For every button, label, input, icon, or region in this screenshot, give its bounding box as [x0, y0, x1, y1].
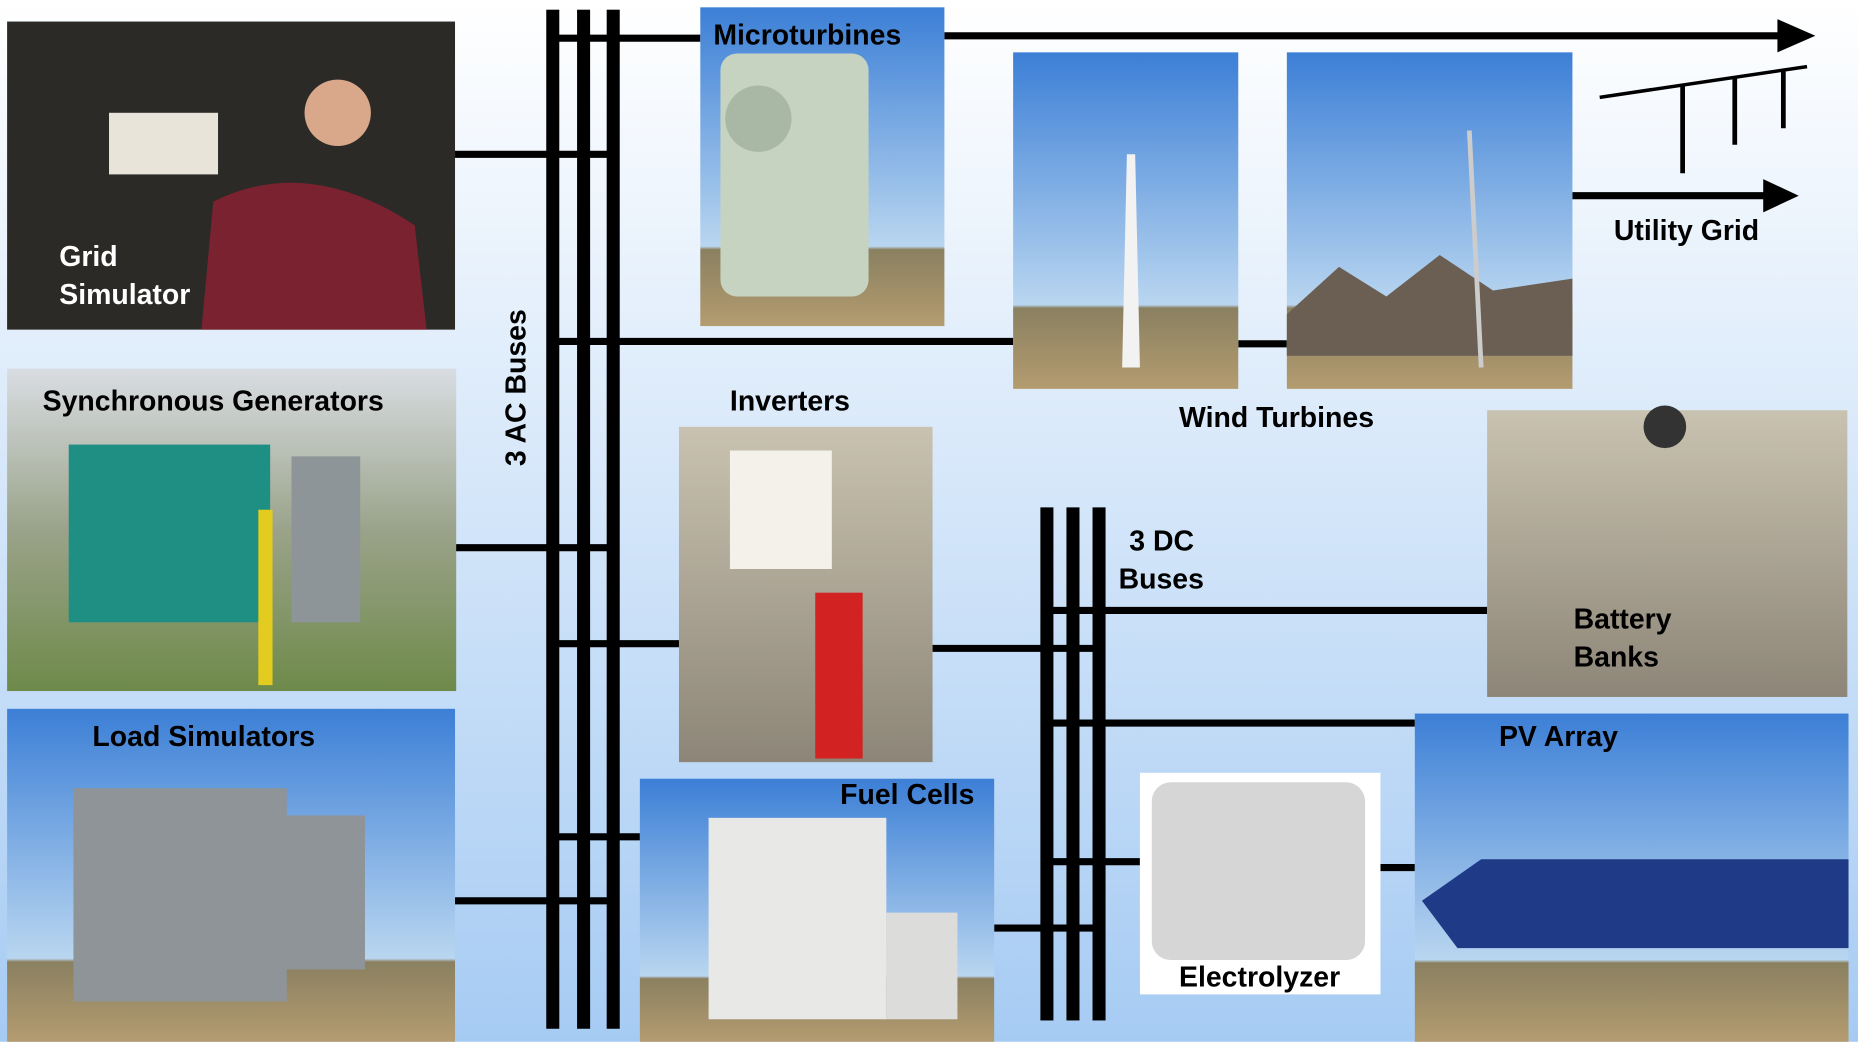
node-label: Microturbines	[713, 19, 901, 51]
node-label: PV Array	[1499, 721, 1618, 753]
node-label: Simulator	[59, 279, 190, 311]
node-label: Banks	[1574, 642, 1659, 674]
node-label: Inverters	[730, 386, 850, 418]
node-label: Utility Grid	[1614, 215, 1759, 247]
photos	[7, 7, 1848, 1041]
ac-buses-label: 3 AC Buses	[500, 309, 532, 466]
ac-buses	[546, 10, 619, 1029]
node-label: Grid	[59, 241, 117, 273]
dc-buses-label: 3 DC	[1129, 525, 1194, 557]
dc-buses-label: Buses	[1119, 563, 1204, 595]
dc-buses	[1040, 507, 1105, 1020]
node-label: Electrolyzer	[1179, 961, 1340, 993]
battery-banks-photo	[1487, 410, 1847, 697]
node-label: Load Simulators	[92, 721, 315, 753]
diagram: 3 AC Buses 3 DC Buses Grid Simulator Syn…	[0, 0, 1858, 1042]
node-label: Synchronous Generators	[43, 386, 384, 418]
node-label: Battery	[1574, 604, 1672, 636]
node-label: Wind Turbines	[1179, 402, 1374, 434]
node-label: Fuel Cells	[840, 779, 974, 811]
